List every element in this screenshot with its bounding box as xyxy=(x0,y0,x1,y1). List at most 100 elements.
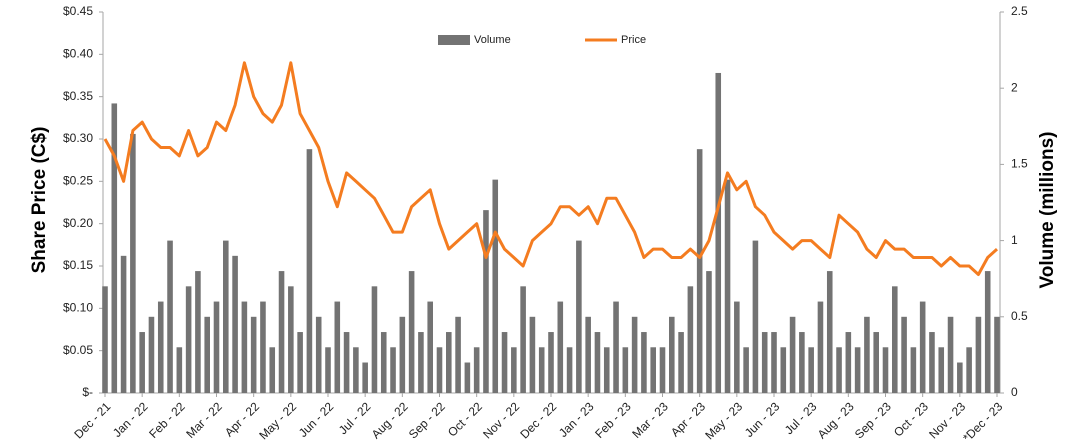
y2-tick-label: 2 xyxy=(1011,80,1018,94)
bar xyxy=(278,271,285,393)
bar xyxy=(260,301,266,393)
bar xyxy=(130,133,136,394)
y-tick-label: $0.20 xyxy=(63,216,93,230)
bar xyxy=(594,332,601,393)
x-tick-label: Oct - 23 xyxy=(891,399,931,439)
bar xyxy=(139,332,145,393)
bar xyxy=(696,149,703,393)
bar xyxy=(288,286,294,393)
bar xyxy=(418,332,424,393)
price-line xyxy=(103,61,999,276)
bar xyxy=(390,347,396,393)
x-tick-label: Sep - 23 xyxy=(852,399,894,441)
x-tick-label: Nov - 22 xyxy=(480,399,522,441)
bar xyxy=(817,301,824,393)
x-tick-label: Sep - 22 xyxy=(406,399,448,441)
y2-tick-label: 0.5 xyxy=(1011,309,1028,323)
legend-label: Price xyxy=(621,34,646,46)
bar xyxy=(538,347,545,393)
y2-tick-label: 0 xyxy=(1011,385,1018,399)
bar xyxy=(399,316,406,393)
bar xyxy=(947,316,954,393)
x-tick-label: May - 23 xyxy=(702,399,745,442)
y-tick-label: $0.45 xyxy=(63,4,93,18)
y2-tick-label: 2.5 xyxy=(1011,4,1028,18)
x-tick-label: Mar - 22 xyxy=(183,399,225,441)
y-tick-label: $0.40 xyxy=(63,47,93,61)
bar xyxy=(306,149,313,393)
bar xyxy=(566,347,573,393)
y-tick-label: $0.10 xyxy=(63,301,93,315)
bar xyxy=(761,332,768,393)
legend-swatch xyxy=(438,35,470,45)
bar xyxy=(492,179,499,393)
bar xyxy=(892,286,898,393)
bar xyxy=(669,316,675,393)
bar xyxy=(929,332,935,393)
bar xyxy=(724,179,731,393)
bar xyxy=(167,240,173,393)
bar xyxy=(334,301,341,393)
bar xyxy=(250,316,257,393)
bar xyxy=(631,316,638,393)
bar xyxy=(780,347,787,393)
bar xyxy=(213,301,220,393)
x-tick-label: May - 22 xyxy=(256,399,299,442)
x-tick-label: Feb - 23 xyxy=(592,399,634,441)
bar xyxy=(483,210,489,393)
bar xyxy=(919,301,926,393)
x-tick-label: Jun - 22 xyxy=(296,399,337,440)
y-tick-label: $0.25 xyxy=(63,174,93,188)
bar xyxy=(455,316,461,393)
bar xyxy=(659,347,666,393)
bar xyxy=(446,332,452,393)
bar xyxy=(752,240,759,393)
bar xyxy=(845,332,852,393)
bar xyxy=(427,301,433,393)
bar xyxy=(380,332,387,393)
y-tick-label: $- xyxy=(82,385,93,399)
bar xyxy=(315,316,322,393)
bar xyxy=(473,347,480,393)
bar xyxy=(687,286,694,393)
bar xyxy=(882,347,889,393)
bar xyxy=(557,301,564,393)
bar xyxy=(102,286,108,393)
y2-tick-label: 1 xyxy=(1011,233,1018,247)
bar xyxy=(353,347,359,393)
bar xyxy=(232,255,238,393)
x-tick-label: *Dec - 23 xyxy=(960,399,1006,445)
x-tick-label: Aug - 22 xyxy=(369,399,411,441)
bar xyxy=(436,347,443,393)
y-tick-label: $0.35 xyxy=(63,89,93,103)
bar xyxy=(185,286,192,393)
bar xyxy=(854,347,861,393)
bar xyxy=(343,332,350,393)
bar xyxy=(576,240,582,393)
bar xyxy=(808,347,814,393)
bar xyxy=(984,271,991,393)
bar xyxy=(613,301,619,393)
bar xyxy=(622,347,629,393)
x-tick-label: Jun - 23 xyxy=(742,399,783,440)
bar xyxy=(548,332,554,393)
x-tick-label: Jan - 23 xyxy=(556,399,597,440)
bar xyxy=(371,286,378,393)
bar xyxy=(771,332,777,393)
y-tick-label: $0.05 xyxy=(63,343,93,357)
bar xyxy=(325,347,331,393)
bar xyxy=(966,347,972,393)
bar xyxy=(873,332,879,393)
bar xyxy=(799,332,805,393)
bar xyxy=(362,362,368,393)
bar xyxy=(743,347,749,393)
bar xyxy=(529,316,536,393)
bar xyxy=(241,301,248,393)
bar xyxy=(678,332,684,393)
bar xyxy=(715,72,722,394)
bar xyxy=(975,316,982,393)
x-tick-label: Oct - 22 xyxy=(445,399,485,439)
x-tick-label: Feb - 22 xyxy=(146,399,188,441)
x-tick-label: Dec - 21 xyxy=(71,399,113,441)
bar xyxy=(938,347,945,393)
